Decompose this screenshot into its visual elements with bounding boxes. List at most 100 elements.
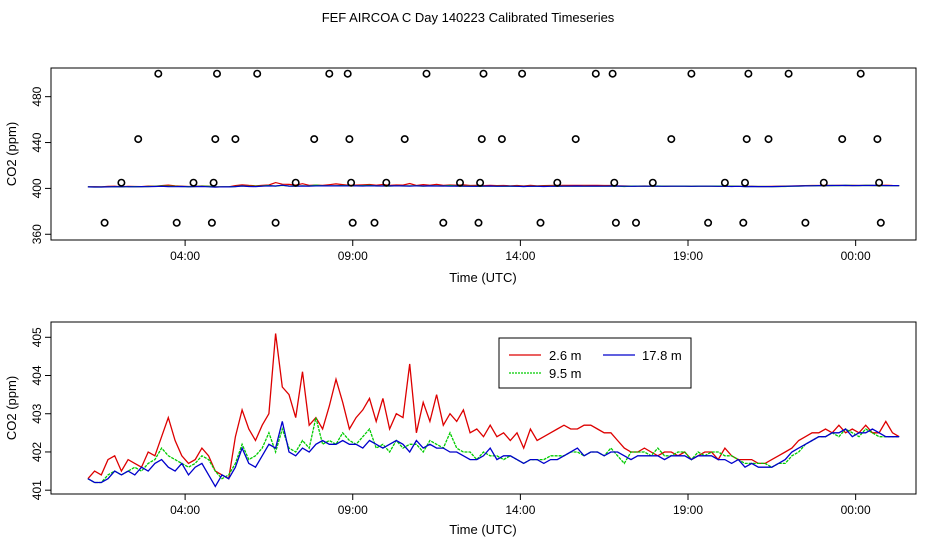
calibration-point <box>801 218 810 227</box>
calibration-point <box>325 69 334 78</box>
calibration-point <box>571 135 580 144</box>
top-y-tick-label: 440 <box>30 132 44 152</box>
series-line <box>87 333 900 480</box>
calibration-point <box>348 218 357 227</box>
bot-y-tick-label: 402 <box>30 442 44 462</box>
calibration-point <box>518 69 527 78</box>
calibration-point <box>704 218 713 227</box>
bot-y-tick-label: 404 <box>30 365 44 385</box>
top-x-tick-label: 00:00 <box>841 249 871 263</box>
calibration-point <box>310 135 319 144</box>
calibration-point <box>291 178 300 187</box>
calibration-point <box>536 218 545 227</box>
calibration-point <box>838 135 847 144</box>
calibration-point <box>608 69 617 78</box>
calibration-point <box>742 135 751 144</box>
legend: 2.6 m 9.5 m 17.8 m <box>498 337 692 389</box>
calibration-point <box>154 69 163 78</box>
calibration-point <box>631 218 640 227</box>
bot-x-tick-label: 14:00 <box>505 503 535 517</box>
bot-x-tick-label: 04:00 <box>170 503 200 517</box>
top-plot-frame <box>50 67 917 241</box>
calibration-point <box>271 218 280 227</box>
legend-label-17-8m: 17.8 m <box>642 348 682 363</box>
calibration-point <box>172 218 181 227</box>
calibration-point <box>343 69 352 78</box>
calibration-point <box>591 69 600 78</box>
calibration-point <box>739 218 748 227</box>
calibration-point <box>819 178 828 187</box>
calibration-point <box>382 178 391 187</box>
calibration-point <box>345 135 354 144</box>
calibration-point <box>477 135 486 144</box>
calibration-point <box>117 178 126 187</box>
top-y-tick-label: 400 <box>30 178 44 198</box>
calibration-point <box>667 135 676 144</box>
calibration-point <box>474 218 483 227</box>
bot-y-tick-label: 401 <box>30 480 44 500</box>
top-panel: Time (UTC) CO2 (ppm) 04:00 09:00 14:00 19:0… <box>4 67 917 285</box>
top-x-tick-label: 19:00 <box>673 249 703 263</box>
calibration-point <box>400 135 409 144</box>
calibration-point <box>875 178 884 187</box>
bottom-y-axis-label: CO2 (ppm) <box>4 376 19 440</box>
bottom-panel: Time (UTC) CO2 (ppm) 04:00 09:00 14:00 19:0… <box>4 321 917 537</box>
top-y-tick-label: 480 <box>30 86 44 106</box>
calibration-point <box>422 69 431 78</box>
top-x-tick-label: 04:00 <box>170 249 200 263</box>
calibration-point <box>610 178 619 187</box>
calibration-point <box>687 69 696 78</box>
calibration-point <box>455 178 464 187</box>
top-calibration-points <box>100 69 885 227</box>
calibration-point <box>497 135 506 144</box>
top-y-tick-label: 360 <box>30 224 44 244</box>
calibration-point <box>648 178 657 187</box>
bottom-y-ticks: 401 402 403 404 405 <box>30 327 51 500</box>
calibration-point <box>213 69 222 78</box>
legend-label-9-5m: 9.5 m <box>549 366 582 381</box>
bot-x-tick-label: 09:00 <box>338 503 368 517</box>
legend-box <box>498 337 692 389</box>
calibration-point <box>876 218 885 227</box>
bot-y-tick-label: 403 <box>30 403 44 423</box>
calibration-point <box>211 135 220 144</box>
calibration-point <box>720 178 729 187</box>
calibration-point <box>744 69 753 78</box>
chart-title: FEF AIRCOA C Day 140223 Calibrated Times… <box>322 10 615 25</box>
calibration-point <box>347 178 356 187</box>
calibration-point <box>553 178 562 187</box>
calibration-point <box>479 69 488 78</box>
calibration-point <box>611 218 620 227</box>
calibration-point <box>209 178 218 187</box>
legend-label-2-6m: 2.6 m <box>549 348 582 363</box>
top-y-ticks: 360 400 440 480 <box>30 86 51 244</box>
top-x-tick-label: 09:00 <box>338 249 368 263</box>
bot-y-tick-label: 405 <box>30 327 44 347</box>
bot-x-tick-label: 19:00 <box>673 503 703 517</box>
calibration-point <box>231 135 240 144</box>
calibration-point <box>134 135 143 144</box>
calibration-point <box>207 218 216 227</box>
calibration-point <box>740 178 749 187</box>
bottom-x-ticks: 04:00 09:00 14:00 19:00 00:00 <box>170 494 871 517</box>
bottom-x-axis-label: Time (UTC) <box>449 522 516 537</box>
top-x-tick-label: 14:00 <box>505 249 535 263</box>
top-x-axis-label: Time (UTC) <box>449 270 516 285</box>
calibration-point <box>370 218 379 227</box>
calibration-point <box>476 178 485 187</box>
calibration-point <box>189 178 198 187</box>
top-x-ticks: 04:00 09:00 14:00 19:00 00:00 <box>170 240 871 263</box>
bottom-plot-frame <box>50 321 917 495</box>
bottom-series-lines <box>87 333 900 488</box>
bot-x-tick-label: 00:00 <box>841 503 871 517</box>
top-series-lines <box>87 181 900 188</box>
calibration-point <box>100 218 109 227</box>
calibration-point <box>439 218 448 227</box>
calibration-point <box>856 69 865 78</box>
top-series-line <box>87 184 900 188</box>
series-line <box>87 417 900 484</box>
calibration-point <box>253 69 262 78</box>
top-y-axis-label: CO2 (ppm) <box>4 122 19 186</box>
calibration-point <box>764 135 773 144</box>
